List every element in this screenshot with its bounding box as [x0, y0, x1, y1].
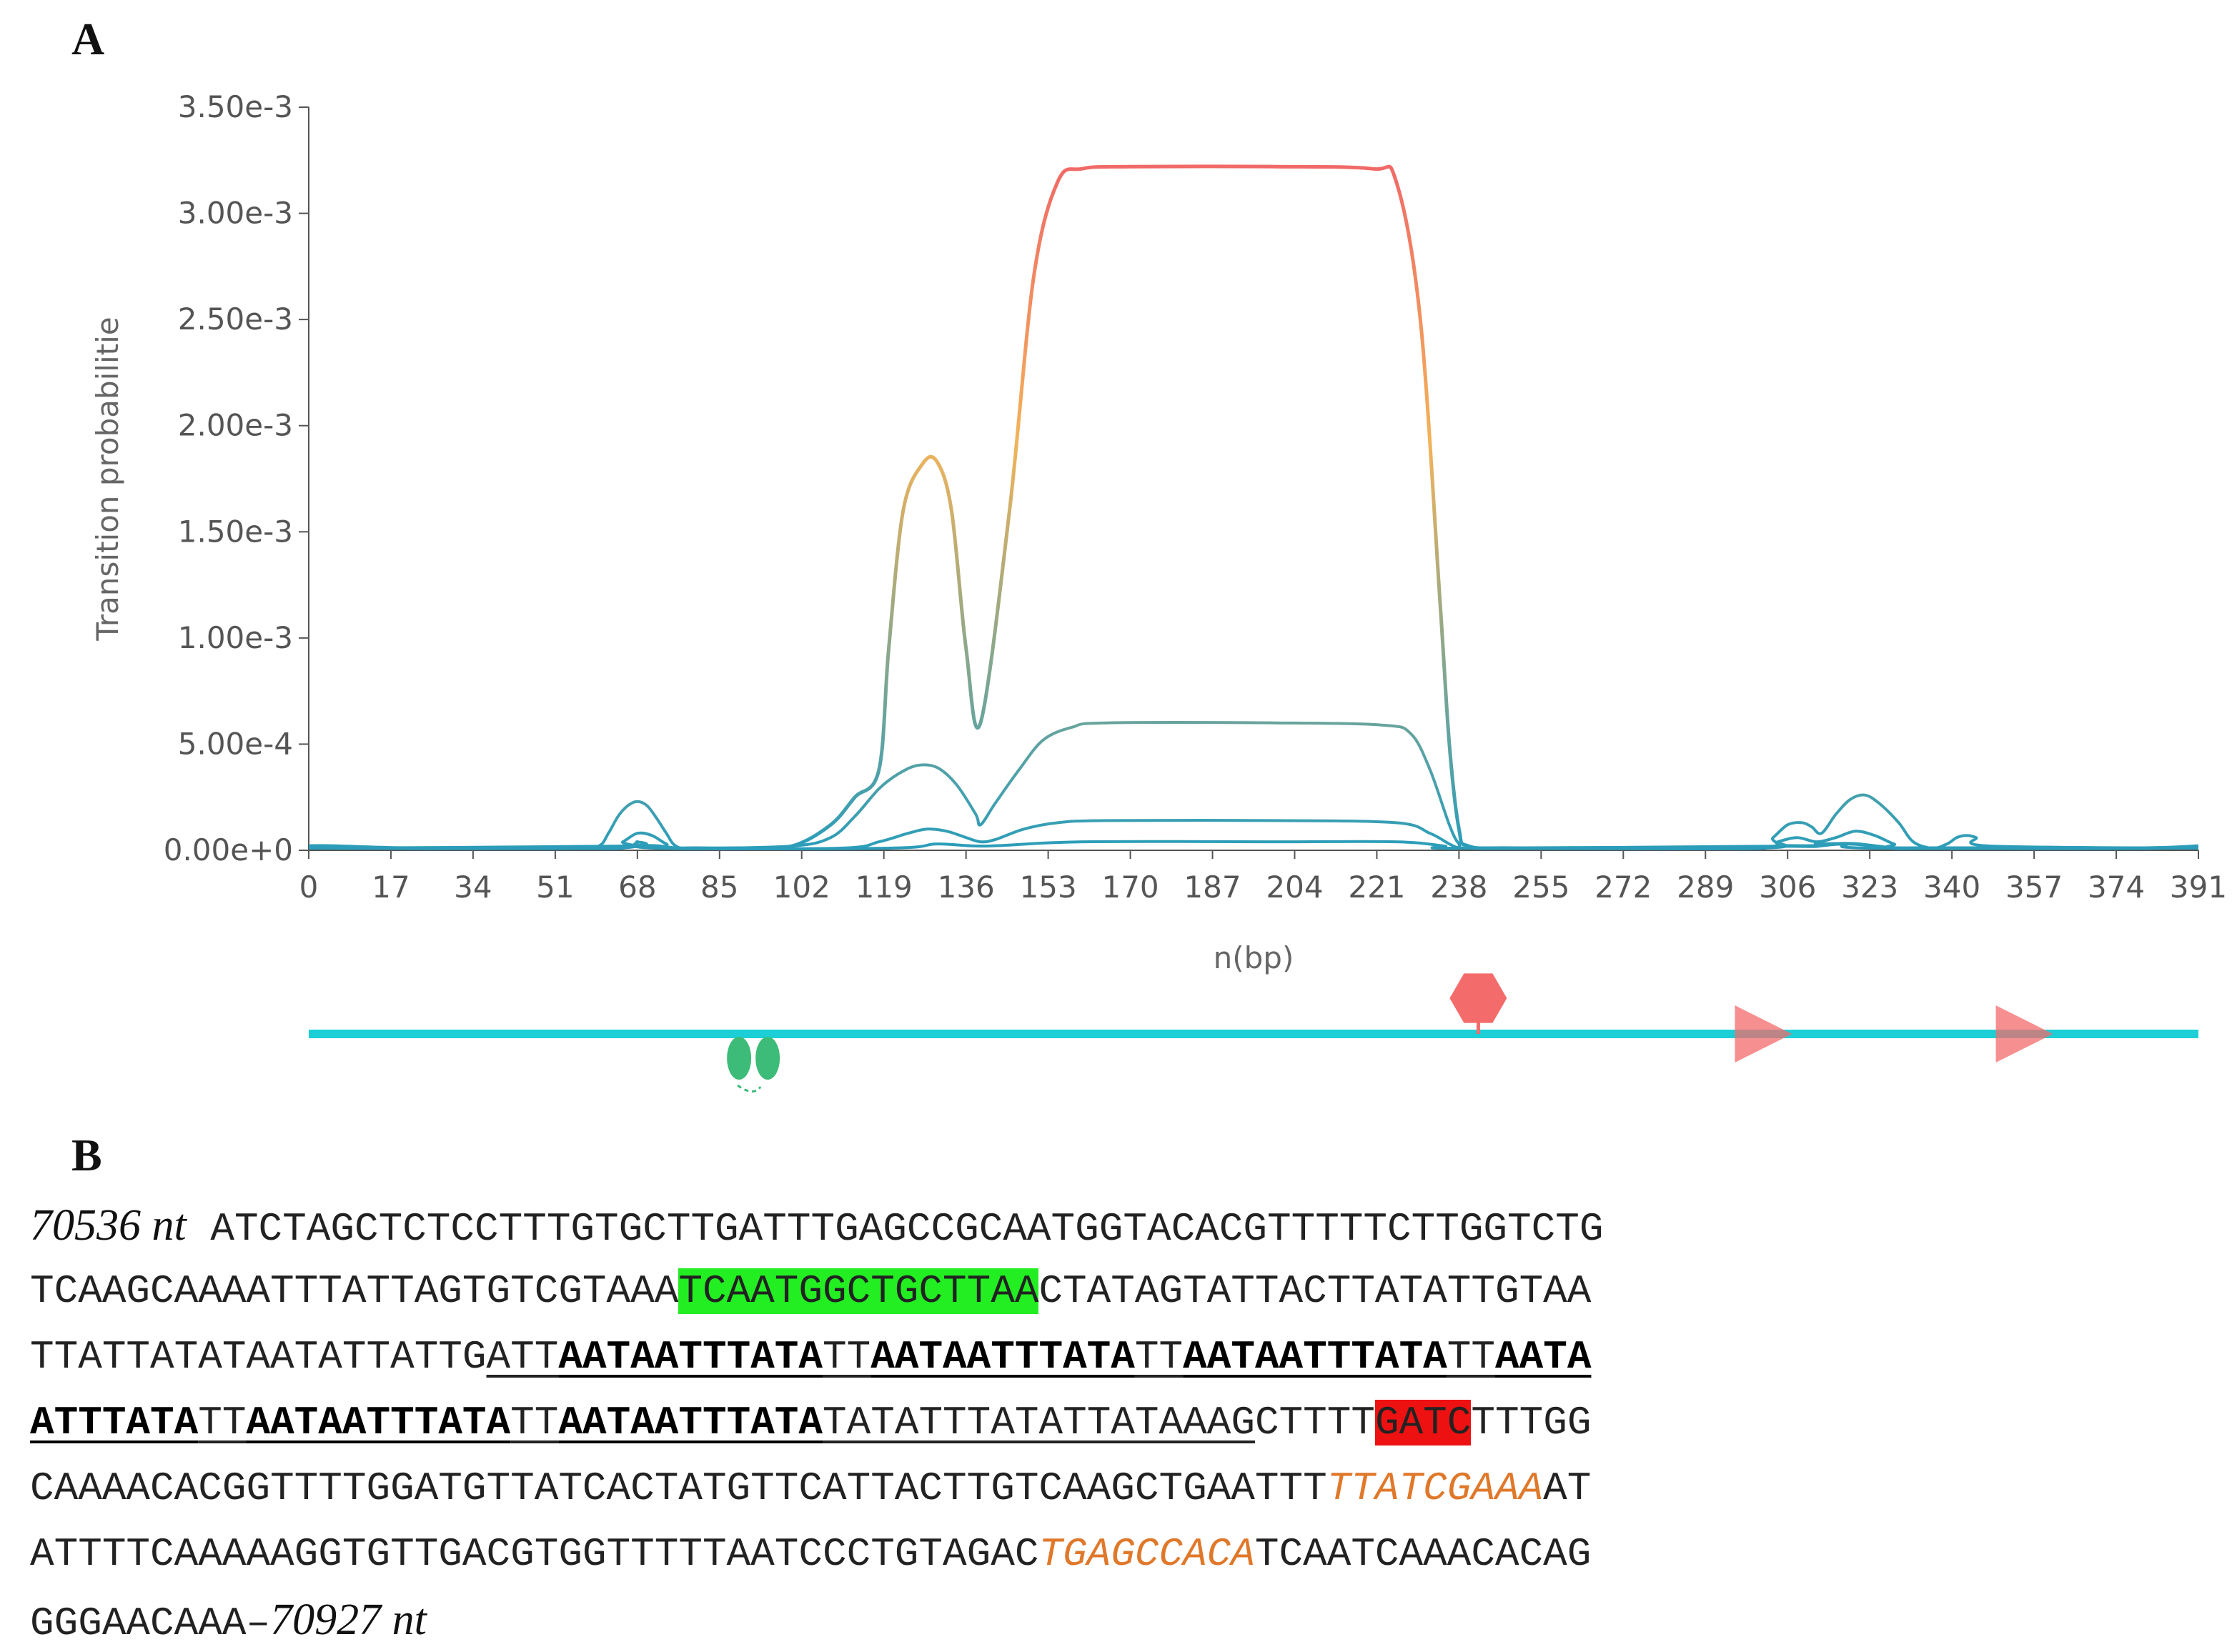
series-line-3 [308, 819, 2199, 850]
end-dash: – [246, 1601, 271, 1646]
x-axis-title: n(bp) [1214, 940, 1294, 975]
sequence-segment: TCAAGCAAAATTTATTAGTGTCGTAAA [30, 1268, 679, 1314]
y-tick-label: 0.00e+0 [164, 832, 293, 867]
motif-segment: TGAGCCACA [1038, 1531, 1255, 1577]
x-tick-label: 102 [773, 870, 830, 905]
sequence-segment: TTTGG [1471, 1400, 1592, 1446]
x-tick-label: 272 [1594, 870, 1652, 905]
underlined-segment: TATATTTATATTATAAAG [823, 1400, 1255, 1446]
underlined-segment: TT [1447, 1334, 1496, 1380]
stop-icon [1449, 973, 1507, 1034]
series-line-1 [308, 164, 2199, 850]
motif-segment: TTATCGAAA [1326, 1466, 1544, 1511]
y-tick-label: 1.00e-3 [178, 620, 293, 655]
repeat-segment: ATTTATA [30, 1400, 199, 1446]
sequence-line: ATTTATATTAATAATTTATATTAATAATTTATATATATTT… [30, 1394, 1591, 1451]
repeat-segment: AATAATTTATA [871, 1334, 1135, 1380]
x-tick-label: 170 [1101, 870, 1159, 905]
green-highlight-segment: TCAATGGCTGCTTAA [678, 1268, 1039, 1314]
repeat-segment: AATAATTTATA [1183, 1334, 1447, 1380]
y-tick-label: 1.50e-3 [178, 514, 293, 549]
underlined-segment: TT [510, 1400, 559, 1446]
x-tick-label: 374 [2088, 870, 2145, 905]
series-line-4 [308, 840, 2199, 850]
stop-hexagon [1449, 973, 1507, 1023]
underlined-segment: TT [198, 1400, 247, 1446]
terminator-tail [737, 1084, 762, 1093]
promoter-arrow-icon [1995, 1005, 2053, 1063]
x-tick-label: 289 [1677, 870, 1734, 905]
y-axis: 0.00e+0 5.00e-4 1.00e-3 1.50e-3 2.00e-3 2.50e… [164, 89, 309, 867]
x-tick-label: 34 [454, 870, 492, 905]
y-tick-label: 3.00e-3 [178, 196, 293, 231]
y-tick-label: 5.00e-4 [178, 726, 293, 761]
series-layer [308, 164, 2199, 851]
terminator-icon [727, 1037, 780, 1093]
repeat-segment: AATA [1495, 1334, 1592, 1380]
promoter-arrow-icon [1735, 1005, 1792, 1063]
underlined-segment: TT [1134, 1334, 1184, 1380]
x-tick-label: 357 [2005, 870, 2063, 905]
sequence-segment: CTATAGTATTACTTATATTGTAA [1038, 1268, 1592, 1314]
end-coordinate: 70927 nt [270, 1596, 427, 1644]
x-tick-label: 0 [299, 870, 319, 905]
x-tick-label: 340 [1923, 870, 1980, 905]
sequence-segment: ATCTAGCTCTCCTTTGTGCTTGATTTGAGCCGCAATGGTA… [210, 1206, 1604, 1252]
sequence-text: ATCTAGCTCTCCTTTGTGCTTGATTTGAGCCGCAATGGTA… [210, 1206, 1603, 1252]
y-axis-title: Transition probabilitie [90, 317, 125, 641]
repeat-segment: AATAATTTATA [558, 1400, 823, 1446]
underlined-segment: ATT [486, 1334, 559, 1380]
terminator-lobe [755, 1037, 780, 1080]
x-tick-label: 68 [618, 870, 656, 905]
x-tick-label: 238 [1430, 870, 1487, 905]
gatc-site-segment: GATC [1374, 1400, 1472, 1446]
x-tick-label: 391 [2170, 870, 2227, 905]
x-tick-label: 187 [1184, 870, 1241, 905]
x-tick-label: 85 [700, 870, 738, 905]
x-tick-label: 255 [1512, 870, 1569, 905]
panel-label-a: A [71, 14, 105, 64]
y-tick-label: 3.50e-3 [178, 89, 293, 124]
x-tick-label: 51 [536, 870, 574, 905]
y-tick-label: 2.00e-3 [178, 408, 293, 443]
x-tick-label: 204 [1266, 870, 1323, 905]
sequence-segment: CTTTT [1254, 1400, 1375, 1446]
terminator-lobe [727, 1037, 752, 1080]
x-tick-label: 323 [1841, 870, 1898, 905]
repeat-segment: AATAATTTATA [246, 1400, 511, 1446]
sequence-line: ATTTTCAAAAAGGTGTTGACGTGGTTTTTAATCCCTGTAG… [30, 1526, 1591, 1583]
x-tick-label: 221 [1348, 870, 1405, 905]
underlined-segment: TT [823, 1334, 871, 1380]
x-tick-label: 119 [855, 870, 913, 905]
feature-track [309, 973, 2198, 1093]
transition-probability-chart: 0.00e+0 5.00e-4 1.00e-3 1.50e-3 2.00e-3 2.50e… [90, 89, 2227, 1093]
sequence-segment: TCAATCAAACACAG [1254, 1531, 1592, 1577]
x-axis: 0 17 34 51 68 85 102 119 136 153 170 187 204 221 238 25… [299, 850, 2227, 905]
sequence-line: TTATTATATAATATTATTGATTAATAATTTATATTAATAA… [30, 1328, 1591, 1385]
x-tick-label: 153 [1020, 870, 1077, 905]
series-line-2 [308, 721, 2199, 851]
sequence-line: CAAAACACGGTTTTGGATGTTATCACTATGTTCATTACTT… [30, 1460, 1591, 1517]
x-tick-label: 306 [1759, 870, 1816, 905]
sequence-segment: ATTTTCAAAAAGGTGTTGACGTGGTTTTTAATCCCTGTAG… [30, 1531, 1039, 1577]
sequence-line: GGGAACAAA–70927 nt [30, 1591, 427, 1648]
sequence-segment: AT [1543, 1466, 1592, 1511]
end-sequence: GGGAACAAA [30, 1601, 247, 1646]
sequence-line: TCAAGCAAAATTTATTAGTGTCGTAAATCAATGGCTGCTT… [30, 1263, 1591, 1320]
sequence-segment: TTATTATATAATATTATTG [30, 1334, 487, 1380]
x-tick-label: 136 [938, 870, 995, 905]
sequence-line: 70536 nt ATCTAGCTCTCCTTTGTGCTTGATTTGAGCC… [30, 1197, 1603, 1254]
start-coordinate: 70536 nt [30, 1201, 187, 1250]
y-tick-label: 2.50e-3 [178, 302, 293, 337]
panel-label-b: B [71, 1130, 102, 1180]
repeat-segment: AATAATTTATA [558, 1334, 823, 1380]
sequence-segment: CAAAACACGGTTTTGGATGTTATCACTATGTTCATTACTT… [30, 1466, 1327, 1511]
x-tick-label: 17 [372, 870, 410, 905]
